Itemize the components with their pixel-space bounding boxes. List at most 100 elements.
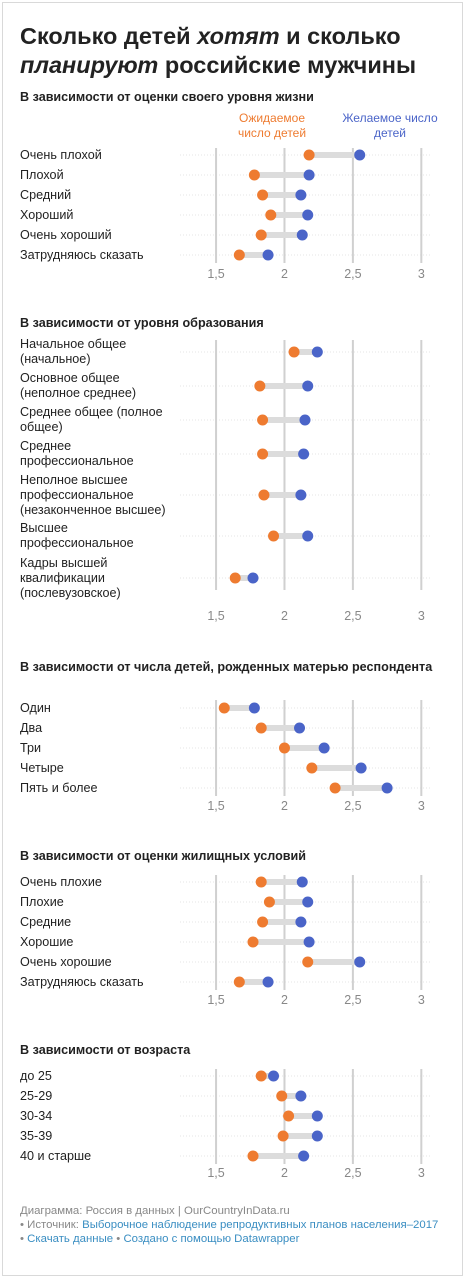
desired-dot xyxy=(247,572,259,584)
desired-dot xyxy=(295,189,307,201)
category-label-line: Очень хорошие xyxy=(20,955,112,969)
category-label: Один xyxy=(20,700,185,716)
expected-dot xyxy=(257,189,269,201)
expected-dot xyxy=(283,1110,295,1122)
section-title: В зависимости от возраста xyxy=(20,1043,191,1057)
category-label: Очень плохой xyxy=(20,147,185,163)
desired-dot xyxy=(354,149,366,161)
title-part-2: и сколько xyxy=(279,23,401,49)
source-link[interactable]: Выборочное наблюдение репродуктивных пла… xyxy=(82,1219,439,1231)
category-label-line: общее) xyxy=(20,420,63,434)
tick-label: 2,5 xyxy=(344,993,361,1007)
expected-dot xyxy=(263,896,275,908)
desired-dot xyxy=(295,1090,307,1102)
desired-dot xyxy=(318,742,330,754)
section-title: В зависимости от уровня образования xyxy=(20,316,264,330)
dot-chart-3: 1,5 2 2,5 3 xyxy=(180,700,430,813)
category-label: Плохие xyxy=(20,894,185,910)
desired-dot xyxy=(262,976,274,988)
expected-dot xyxy=(265,209,277,221)
tick-label: 1,5 xyxy=(207,1166,224,1180)
expected-dot xyxy=(233,249,245,261)
expected-dot xyxy=(303,149,315,161)
desired-dot xyxy=(302,530,314,542)
category-label-line: Очень плохие xyxy=(20,875,102,889)
category-label: 30-34 xyxy=(20,1108,185,1124)
category-label: Неполное высшее профессиональное (незаконч… xyxy=(20,473,185,518)
expected-dot xyxy=(257,414,269,426)
category-label-line: Плохой xyxy=(20,168,64,182)
category-label: Кадры высшей квалификации (послевузовское) xyxy=(20,556,185,601)
category-label-line: Затрудняюсь сказать xyxy=(20,975,144,989)
desired-dot xyxy=(311,1110,323,1122)
title-part-3: российские мужчины xyxy=(158,52,417,78)
expected-dot xyxy=(255,1070,267,1082)
desired-dot xyxy=(299,414,311,426)
desired-dot xyxy=(294,722,306,734)
tick-label: 2,5 xyxy=(344,609,361,623)
download-data-link[interactable]: Скачать данные xyxy=(27,1233,114,1245)
desired-dot xyxy=(355,762,367,774)
tick-label: 3 xyxy=(418,993,425,1007)
tick-label: 2 xyxy=(281,1166,288,1180)
expected-dot xyxy=(255,229,267,241)
expected-dot xyxy=(247,936,259,948)
category-label-line: Очень хороший xyxy=(20,228,112,242)
desired-dot xyxy=(302,209,314,221)
category-label: Начальное общее (начальное) xyxy=(20,337,185,367)
category-label-line: Один xyxy=(20,701,51,715)
category-label-line: Начальное общее xyxy=(20,337,127,351)
expected-dot xyxy=(277,1130,289,1142)
footer: Диаграмма: Россия в данных | OurCountryI… xyxy=(20,1204,450,1246)
expected-dot xyxy=(278,742,290,754)
expected-dot xyxy=(254,380,266,392)
footer-bullet-2: • xyxy=(113,1233,124,1245)
desired-dot xyxy=(311,346,323,358)
tick-label: 2 xyxy=(281,267,288,281)
datawrapper-link[interactable]: Создано с помощью Datawrapper xyxy=(123,1233,300,1245)
category-label-line: 25-29 xyxy=(20,1089,53,1103)
category-label: Хорошие xyxy=(20,934,185,950)
tick-label: 1,5 xyxy=(207,993,224,1007)
legend-expected-label: Ожидаемое число детей xyxy=(237,111,307,140)
category-label: 25-29 xyxy=(20,1088,185,1104)
category-label-line: 30-34 xyxy=(20,1109,53,1123)
category-label-line: профессиональное xyxy=(20,536,134,550)
category-label-line: (послевузовское) xyxy=(20,585,121,600)
desired-dot xyxy=(302,896,314,908)
category-label: Плохой xyxy=(20,167,185,183)
expected-dot xyxy=(257,916,269,928)
category-label-line: Средние xyxy=(20,915,72,929)
category-label-line: (неполное среднее) xyxy=(20,386,137,400)
category-label: Среднее общее (полное общее) xyxy=(20,405,185,435)
desired-dot xyxy=(262,249,274,261)
legend-desired: Желаемое число детей xyxy=(330,111,450,141)
category-label: Четыре xyxy=(20,760,185,776)
expected-dot xyxy=(257,448,269,460)
category-label-line: (незаконченное высшее) xyxy=(20,502,166,517)
category-label: Очень хороший xyxy=(20,227,185,243)
desired-dot xyxy=(296,876,308,888)
category-label-line: 35-39 xyxy=(20,1129,53,1143)
expected-dot xyxy=(276,1090,288,1102)
category-label-line: Плохие xyxy=(20,895,64,909)
desired-dot xyxy=(303,169,315,181)
category-label: Средние xyxy=(20,914,185,930)
category-label-line: Среднее общее (полное xyxy=(20,405,163,419)
tick-label: 3 xyxy=(418,609,425,623)
category-label-line: Четыре xyxy=(20,761,64,775)
category-label: Хороший xyxy=(20,207,185,223)
expected-dot xyxy=(306,762,318,774)
category-label: Пять и более xyxy=(20,780,185,796)
footer-links: • Скачать данные • Создано с помощью Dat… xyxy=(20,1232,450,1246)
expected-dot xyxy=(268,530,280,542)
legend-expected: Ожидаемое число детей xyxy=(228,111,316,141)
category-label-line: Три xyxy=(20,741,42,755)
expected-dot xyxy=(302,956,314,968)
legend-desired-label: Желаемое число детей xyxy=(342,111,438,140)
desired-dot xyxy=(295,916,307,928)
expected-dot xyxy=(229,572,241,584)
category-label-line: Средний xyxy=(20,188,72,202)
expected-dot xyxy=(218,702,230,714)
